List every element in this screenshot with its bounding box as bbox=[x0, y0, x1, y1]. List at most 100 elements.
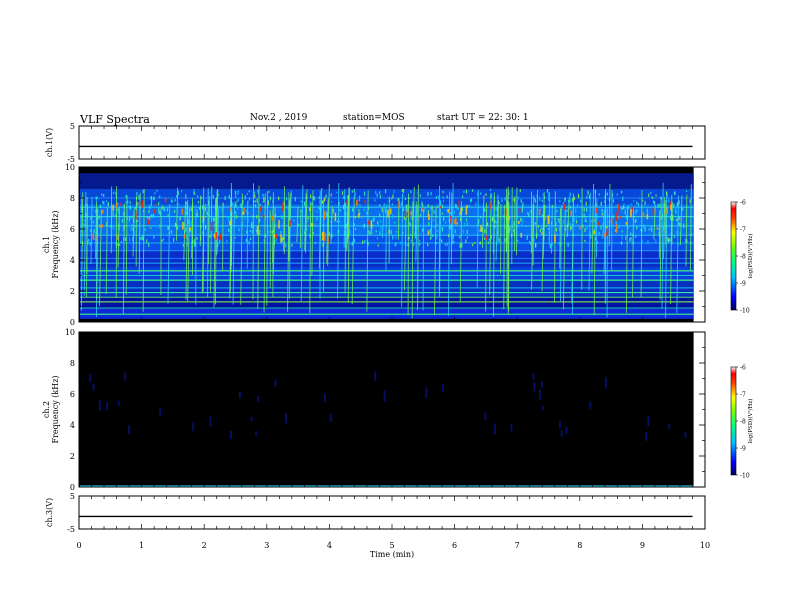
y-tick-label: -5 bbox=[67, 155, 75, 164]
burst-emission bbox=[422, 209, 425, 311]
emission-speck bbox=[90, 216, 92, 221]
burst-emission bbox=[493, 196, 495, 254]
burst-emission bbox=[541, 204, 545, 292]
burst-emission bbox=[531, 204, 534, 290]
emission-speck bbox=[459, 243, 461, 248]
emission-speck bbox=[566, 209, 568, 213]
emission-speck bbox=[676, 230, 678, 235]
burst-emission bbox=[296, 206, 299, 243]
intense-emission bbox=[398, 200, 400, 209]
intense-emission bbox=[289, 220, 291, 227]
emission-speck bbox=[660, 217, 663, 220]
emission-speck bbox=[539, 196, 541, 202]
emission-speck bbox=[291, 244, 293, 247]
ch3-voltage-panel: 5 -5 ch.3(V) bbox=[45, 492, 706, 534]
emission-speck bbox=[150, 202, 153, 206]
emission-speck bbox=[517, 239, 519, 242]
emission-speck bbox=[150, 198, 153, 203]
emission-speck bbox=[273, 229, 275, 233]
emission-speck bbox=[386, 204, 388, 208]
burst-emission bbox=[191, 202, 193, 259]
burst-emission bbox=[318, 206, 322, 269]
intense-emission bbox=[547, 215, 550, 225]
emission-speck bbox=[504, 197, 506, 201]
emission-speck bbox=[314, 223, 316, 227]
emission-speck bbox=[522, 202, 524, 207]
emission-speck bbox=[535, 200, 537, 203]
y-tick-label: -5 bbox=[67, 525, 75, 534]
x-tick-label: 10 bbox=[700, 541, 710, 550]
emission-speck bbox=[95, 197, 98, 202]
emission-speck bbox=[585, 201, 587, 206]
burst-emission bbox=[608, 183, 611, 246]
intense-emission bbox=[554, 234, 556, 243]
burst-emission bbox=[497, 200, 499, 242]
emission-speck bbox=[565, 228, 567, 231]
intense-emission bbox=[98, 224, 101, 228]
emission-speck bbox=[630, 232, 632, 236]
emission-speck bbox=[353, 238, 356, 243]
emission-speck bbox=[371, 231, 373, 235]
emission-speck bbox=[601, 212, 603, 216]
emission-speck bbox=[87, 240, 89, 245]
emission-speck bbox=[678, 216, 681, 220]
emission-speck bbox=[212, 217, 214, 222]
emission-speck bbox=[353, 188, 355, 193]
emission-speck bbox=[650, 191, 652, 195]
emission-speck bbox=[186, 201, 188, 206]
emission-speck bbox=[187, 237, 189, 242]
y-axis-label: ch.1 bbox=[42, 236, 51, 253]
emission-speck bbox=[158, 211, 160, 215]
emission-speck bbox=[128, 205, 130, 208]
emission-speck bbox=[600, 201, 602, 206]
emission-speck bbox=[462, 229, 465, 234]
emission-speck bbox=[248, 240, 250, 245]
emission-speck bbox=[190, 229, 192, 233]
emission-speck bbox=[547, 227, 550, 230]
colorbar-tick-label: -10 bbox=[740, 473, 750, 480]
intense-emission bbox=[518, 220, 520, 224]
y-axis-label: Frequency (kHz) bbox=[51, 210, 60, 278]
emission-speck bbox=[472, 189, 474, 192]
emission-speck bbox=[512, 226, 514, 229]
emission-speck bbox=[175, 224, 177, 229]
emission-speck bbox=[150, 196, 153, 199]
emission-speck bbox=[265, 217, 267, 220]
emission-speck bbox=[251, 221, 253, 226]
intense-emission bbox=[136, 201, 139, 206]
y-tick-label: 0 bbox=[70, 483, 75, 492]
y-tick-label: 8 bbox=[70, 359, 75, 368]
faint-spot bbox=[106, 402, 109, 411]
emission-speck bbox=[341, 191, 344, 195]
emission-speck bbox=[376, 237, 379, 240]
emission-speck bbox=[585, 218, 587, 222]
emission-speck bbox=[575, 208, 577, 213]
emission-speck bbox=[424, 207, 427, 209]
emission-speck bbox=[282, 236, 284, 241]
burst-emission bbox=[229, 188, 233, 293]
emission-speck bbox=[666, 192, 668, 195]
emission-speck bbox=[436, 223, 439, 227]
emission-speck bbox=[567, 199, 570, 202]
burst-emission bbox=[183, 200, 186, 261]
faint-spot bbox=[668, 423, 671, 430]
burst-emission bbox=[401, 193, 404, 307]
emission-speck bbox=[134, 206, 137, 209]
intense-emission bbox=[229, 220, 231, 226]
burst-emission bbox=[86, 204, 88, 298]
emission-speck bbox=[385, 209, 387, 214]
emission-speck bbox=[636, 201, 638, 205]
emission-speck bbox=[263, 196, 265, 200]
emission-speck bbox=[430, 205, 432, 211]
emission-speck bbox=[646, 211, 649, 215]
emission-speck bbox=[487, 241, 490, 245]
faint-spot bbox=[323, 393, 326, 403]
intense-emission bbox=[669, 201, 671, 210]
emission-speck bbox=[513, 228, 515, 232]
emission-speck bbox=[228, 228, 230, 232]
emission-speck bbox=[427, 242, 429, 247]
emission-speck bbox=[410, 239, 413, 242]
colorbar-label: log(PSD)(V²/Hz) bbox=[747, 234, 754, 279]
burst-emission bbox=[591, 183, 595, 274]
intense-emission bbox=[242, 211, 245, 215]
